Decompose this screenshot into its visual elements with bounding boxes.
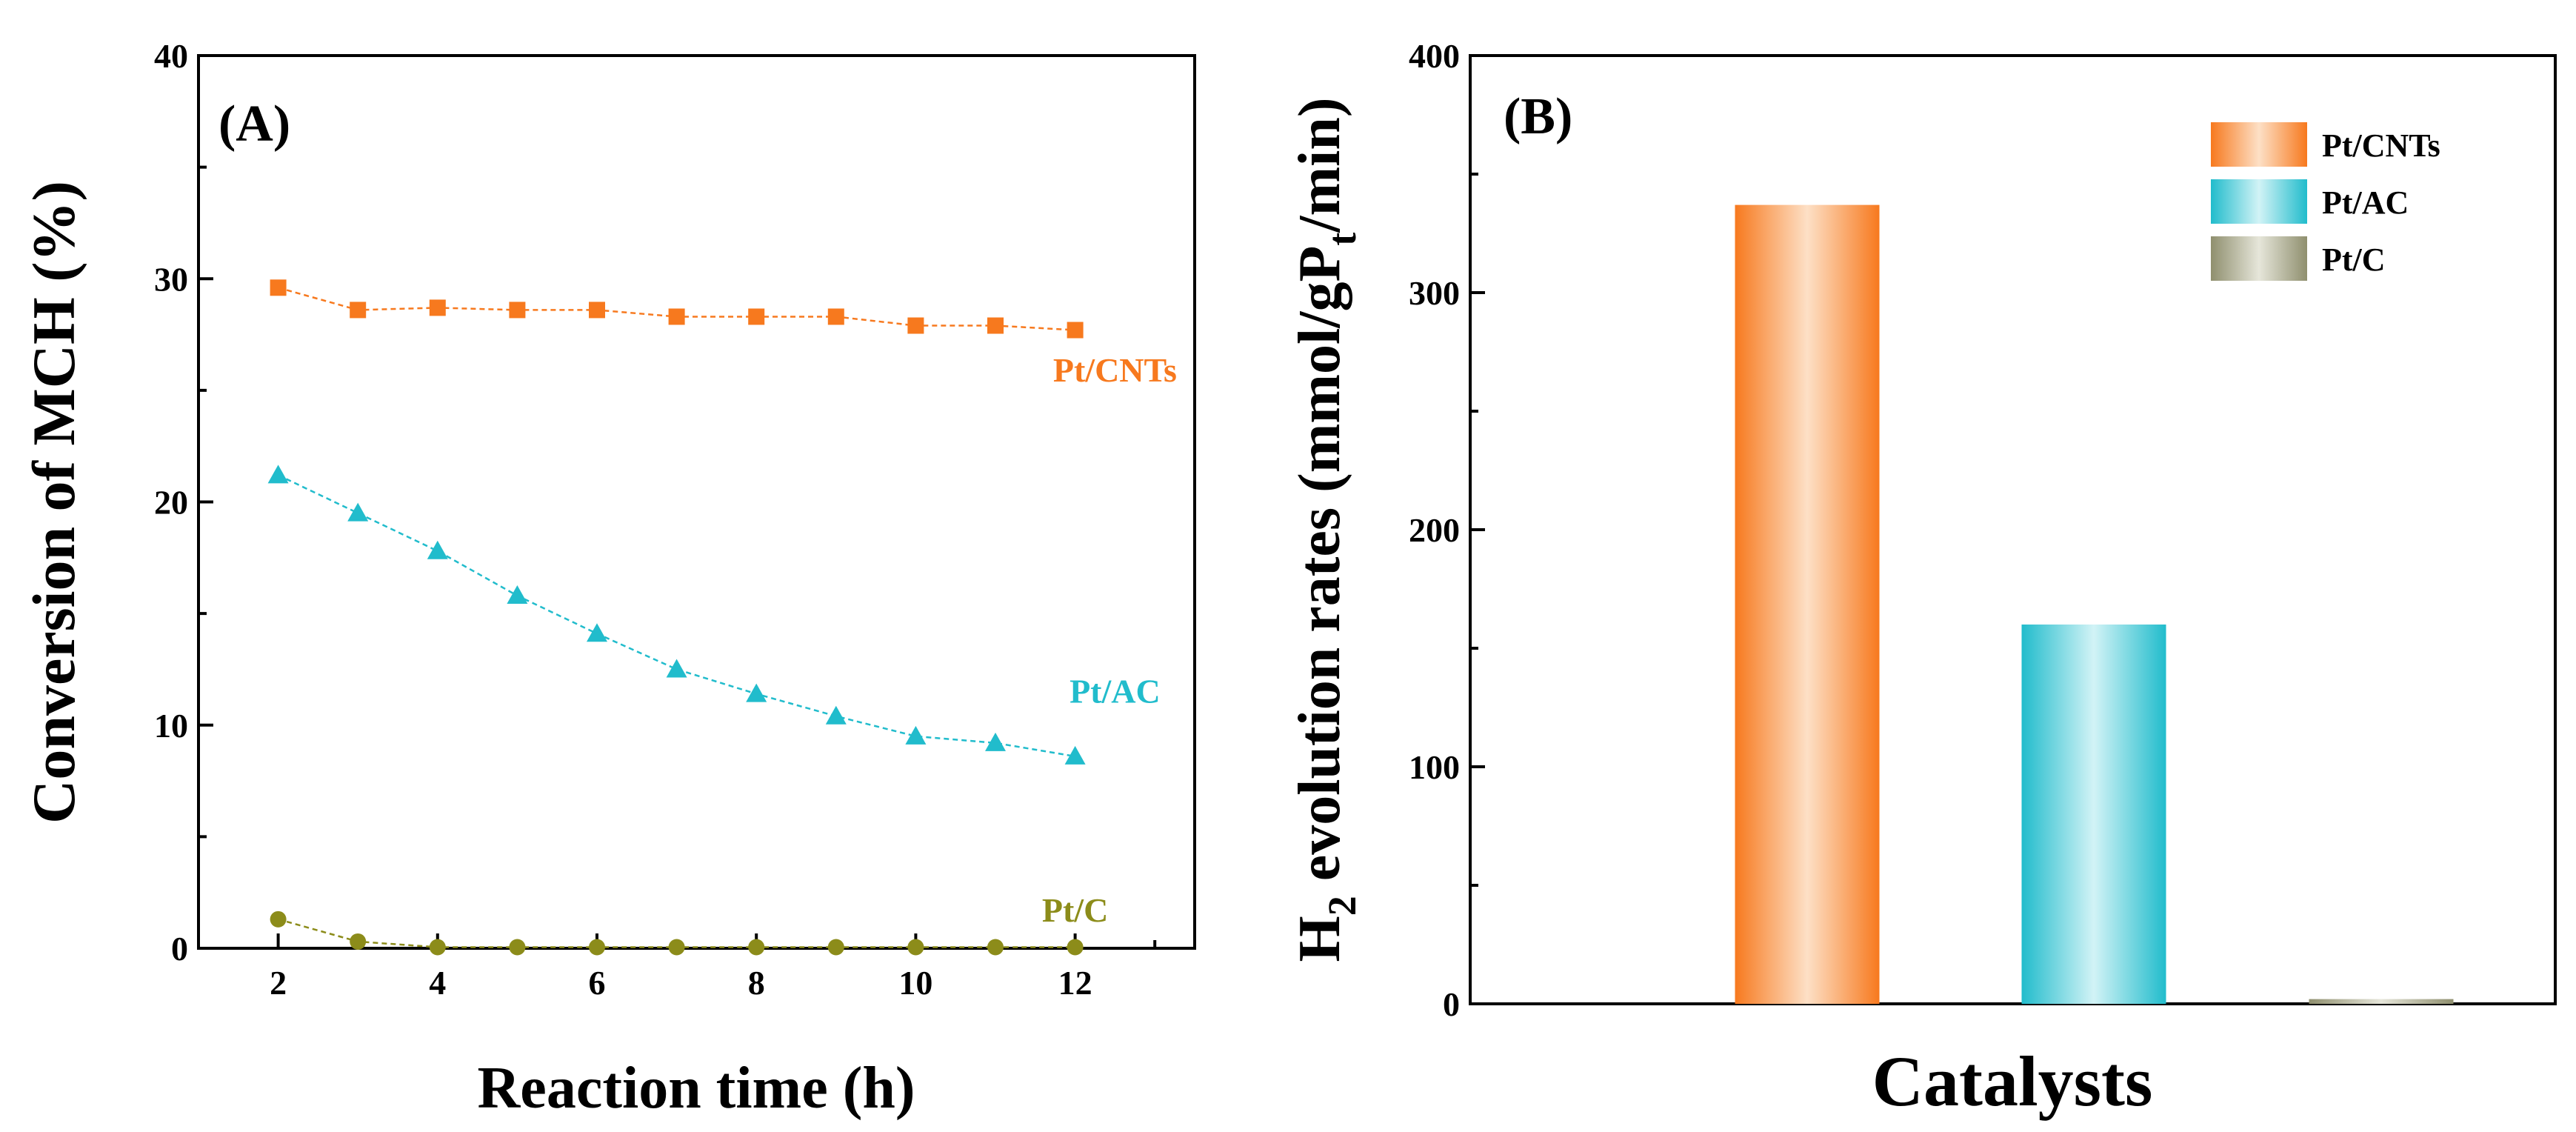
y-tick-label: 0	[1443, 985, 1460, 1023]
y-tick-label: 400	[1409, 37, 1460, 75]
data-point	[987, 939, 1004, 956]
data-point	[668, 308, 685, 325]
legend-swatch-Pt/C	[2211, 236, 2307, 281]
series-line-Pt/AC	[278, 474, 1075, 758]
panel-b-label: (B)	[1504, 88, 1572, 145]
data-point	[509, 939, 526, 956]
data-point	[507, 585, 528, 605]
x-tick-label: 12	[1058, 964, 1092, 1002]
data-point	[267, 465, 289, 484]
y-tick-label: 20	[154, 484, 188, 522]
data-point	[827, 308, 844, 325]
data-point	[589, 302, 605, 319]
data-point	[827, 939, 844, 956]
y-tick-label: 0	[171, 930, 188, 968]
y-tick-label: 30	[154, 260, 188, 298]
y-tick-label: 10	[154, 707, 188, 745]
data-point	[668, 939, 685, 956]
data-point	[1067, 322, 1084, 339]
data-point	[589, 939, 605, 956]
data-point	[509, 302, 526, 319]
data-point	[746, 683, 767, 702]
data-point	[350, 302, 367, 319]
data-point	[907, 317, 924, 334]
series-label-Pt/CNTs: Pt/CNTs	[1053, 351, 1177, 389]
x-tick-label: 2	[270, 964, 287, 1002]
data-point	[748, 939, 765, 956]
x-tick-label: 8	[748, 964, 765, 1002]
data-point	[1067, 939, 1084, 956]
panel-a-line-chart: 0 10 20 30 40 2 4 6 8 10 12 Pt/CNTs Pt/AC Pt/C (A) R…	[20, 37, 1196, 1121]
data-point	[748, 308, 765, 325]
data-point	[347, 502, 369, 522]
panel-a-label: (A)	[218, 96, 290, 153]
data-point	[350, 933, 367, 950]
y-tick-label: 300	[1409, 274, 1460, 312]
series-label-Pt/AC: Pt/AC	[1070, 673, 1161, 710]
y-tick-label: 200	[1409, 511, 1460, 549]
legend: Pt/CNTs Pt/AC Pt/C	[2211, 122, 2440, 281]
y-tick-label: 40	[154, 37, 188, 75]
data-point	[270, 279, 287, 296]
x-tick-label: 10	[898, 964, 932, 1002]
legend-swatch-Pt/CNTs	[2211, 122, 2307, 167]
panel-a-frame	[197, 54, 1196, 950]
y-tick-label: 100	[1409, 748, 1460, 786]
bar-Pt/C	[2309, 999, 2454, 1004]
panel-a-ylabel: Conversion of MCH (%)	[20, 181, 87, 824]
data-point	[429, 939, 446, 956]
bar-Pt/CNTs	[1735, 204, 1880, 1005]
panel-b-xlabel: Catalysts	[1872, 1042, 2153, 1121]
panel-b-bar-chart: 0 100 200 300 400 Pt/CNTs Pt/AC Pt/C (B) Catal…	[1287, 37, 2557, 1121]
data-point	[666, 659, 687, 678]
data-point	[987, 317, 1004, 334]
legend-label-Pt/C: Pt/C	[2322, 242, 2386, 278]
legend-label-Pt/AC: Pt/AC	[2322, 184, 2409, 221]
series-label-Pt/C: Pt/C	[1042, 891, 1108, 929]
panel-a-xlabel: Reaction time (h)	[478, 1056, 915, 1121]
x-tick-label: 4	[429, 964, 446, 1002]
x-tick-label: 6	[589, 964, 606, 1002]
data-point	[825, 705, 847, 725]
data-point	[907, 939, 924, 956]
legend-label-Pt/CNTs: Pt/CNTs	[2322, 127, 2440, 164]
data-point	[587, 623, 607, 642]
data-point	[905, 725, 927, 745]
data-point	[429, 299, 446, 316]
legend-swatch-Pt/AC	[2211, 179, 2307, 224]
data-point	[985, 732, 1006, 751]
data-point	[1064, 745, 1086, 765]
panel-b-ylabel: H2 evolution rates (mmol/gPt/min)	[1287, 97, 1364, 962]
data-point	[427, 540, 448, 559]
bar-Pt/AC	[2021, 625, 2166, 1004]
data-point	[270, 910, 287, 928]
